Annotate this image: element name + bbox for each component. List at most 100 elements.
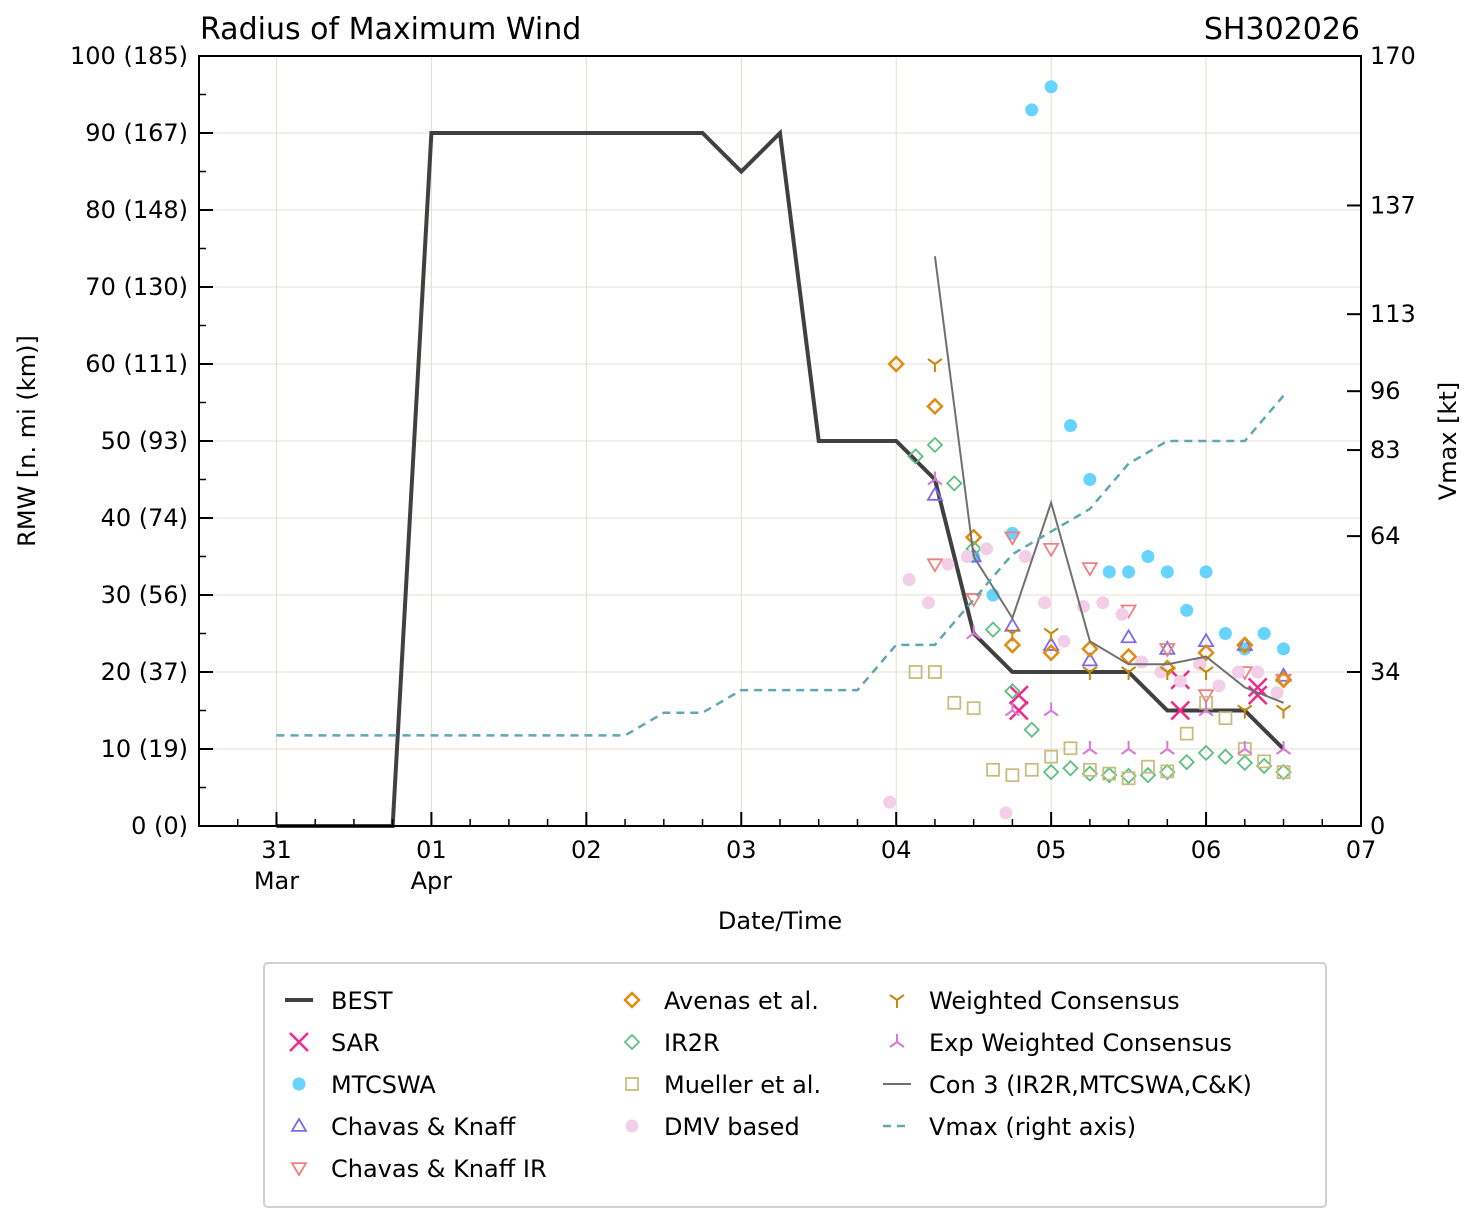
y-right-tick-label: 113 xyxy=(1370,300,1416,328)
ir2r-point xyxy=(1255,757,1273,775)
x-tick-month: Apr xyxy=(411,867,453,895)
mtcswa-point xyxy=(1122,565,1136,579)
legend-item-ir2r: IR2R xyxy=(623,1029,720,1057)
dmv-based-point xyxy=(1135,655,1149,669)
mtcswa-point xyxy=(1218,627,1232,640)
vmax-right-axis-line xyxy=(276,394,1285,737)
legend-label: Mueller et al. xyxy=(664,1071,821,1099)
ir2r-point xyxy=(1139,766,1157,784)
y-tick-label: 100 (185) xyxy=(70,42,188,70)
chavas-knaff-ir-point xyxy=(1081,562,1099,577)
ir2r-point xyxy=(946,475,963,492)
mueller-et-al-point xyxy=(908,665,923,679)
dmv-based-point xyxy=(941,557,955,571)
dmv-based-point xyxy=(1115,607,1129,621)
legend-swatch xyxy=(290,1117,308,1132)
ir2r-point xyxy=(1023,721,1041,739)
x-tick-label: 02 xyxy=(571,836,602,864)
legend-swatch xyxy=(625,1119,639,1133)
chavas-knaff-ir-point xyxy=(965,593,983,608)
dmv-based-point xyxy=(980,542,994,556)
legend-item-vmax-right-axis: Vmax (right axis) xyxy=(883,1113,1136,1141)
mtcswa-point xyxy=(1102,565,1116,579)
legend-item-chavas-knaff: Chavas & Knaff xyxy=(290,1113,516,1141)
weighted-consensus-point xyxy=(1082,666,1098,680)
y-tick-label: 60 (111) xyxy=(85,350,188,378)
legend-swatch xyxy=(889,1034,905,1048)
x-tick-label: 31 xyxy=(261,836,292,864)
series-weighted-consensus xyxy=(927,358,1292,719)
mtcswa-point xyxy=(1044,80,1058,94)
dmv-based-point xyxy=(1231,665,1245,679)
y-tick-label: 30 (56) xyxy=(101,581,188,609)
mueller-et-al-point xyxy=(986,762,1000,777)
mueller-et-al-point xyxy=(1121,771,1136,786)
mtcswa-point xyxy=(1064,419,1077,433)
dmv-based-point xyxy=(883,795,897,809)
y-right-tick-label: 34 xyxy=(1370,658,1401,686)
sar-point xyxy=(1247,677,1268,698)
mueller-et-al-point xyxy=(1276,765,1291,779)
avenas-et-al-point xyxy=(1197,643,1215,662)
mueller-et-al-point xyxy=(1005,768,1020,783)
ir2r-point xyxy=(984,621,1002,638)
legend-label: Chavas & Knaff IR xyxy=(331,1155,547,1183)
mtcswa-point xyxy=(1025,103,1039,117)
legend-swatch xyxy=(623,1033,641,1051)
x-tick-label: 07 xyxy=(1346,836,1377,864)
mtcswa-point xyxy=(1277,642,1291,656)
mueller-et-al-point xyxy=(1024,762,1039,777)
legend-swatch xyxy=(889,994,905,1008)
legend-label: DMV based xyxy=(664,1113,800,1141)
ir2r-point xyxy=(926,436,944,454)
dmv-based-point xyxy=(1057,634,1071,648)
legend-item-chavas-knaff-ir: Chavas & Knaff IR xyxy=(290,1155,547,1183)
mtcswa-point xyxy=(1160,565,1174,579)
series-layer xyxy=(276,80,1293,828)
legend-label: Con 3 (IR2R,MTCSWA,C&K) xyxy=(929,1071,1252,1099)
chavas-knaff-point xyxy=(1042,636,1060,651)
ir2r-point xyxy=(1178,753,1195,771)
y-tick-label: 20 (37) xyxy=(101,658,188,686)
exp-weighted-consensus-point xyxy=(1159,741,1175,755)
avenas-et-al-point xyxy=(1274,670,1293,689)
dmv-based-point xyxy=(1173,674,1187,688)
ir2r-point xyxy=(1217,748,1234,765)
chavas-knaff-point xyxy=(926,486,944,501)
mueller-et-al-point xyxy=(966,701,981,716)
sar-point xyxy=(1008,685,1029,705)
storm-id: SH302026 xyxy=(1204,12,1360,47)
x-tick-label: 05 xyxy=(1036,836,1067,864)
mueller-et-al-point xyxy=(1044,749,1059,764)
legend-swatch xyxy=(625,1077,639,1091)
mtcswa-point xyxy=(1141,550,1155,563)
legend-item-best: BEST xyxy=(285,987,393,1015)
series-best xyxy=(276,128,1285,828)
y-right-tick-label: 137 xyxy=(1370,191,1416,219)
x-tick-label: 06 xyxy=(1191,836,1222,864)
avenas-et-al-point xyxy=(964,528,983,547)
series-exp-weighted-consensus xyxy=(927,471,1292,755)
chavas-knaff-point xyxy=(1081,651,1099,667)
y-right-tick-label: 83 xyxy=(1370,436,1401,464)
legend-label: IR2R xyxy=(664,1029,720,1057)
ir2r-point xyxy=(1159,763,1176,781)
chavas-knaff-ir-point xyxy=(1274,673,1293,689)
series-ir2r xyxy=(907,436,1292,785)
dmv-based-point xyxy=(1096,596,1110,610)
x-tick-label: 03 xyxy=(726,836,757,864)
legend-item-avenas-et-al: Avenas et al. xyxy=(623,987,819,1015)
dmv-based-point xyxy=(902,573,916,587)
mueller-et-al-point xyxy=(1218,711,1233,726)
mueller-et-al-point xyxy=(1063,741,1078,756)
legend-label: BEST xyxy=(331,987,393,1015)
exp-weighted-consensus-point xyxy=(1004,702,1020,717)
legend-label: Avenas et al. xyxy=(664,987,819,1015)
ir2r-point xyxy=(1236,754,1254,772)
dmv-based-point xyxy=(1270,686,1284,700)
mueller-et-al-point xyxy=(1160,764,1175,779)
legend-swatch xyxy=(292,1077,306,1091)
legend-label: SAR xyxy=(331,1029,380,1057)
legend-label: Chavas & Knaff xyxy=(331,1113,516,1141)
